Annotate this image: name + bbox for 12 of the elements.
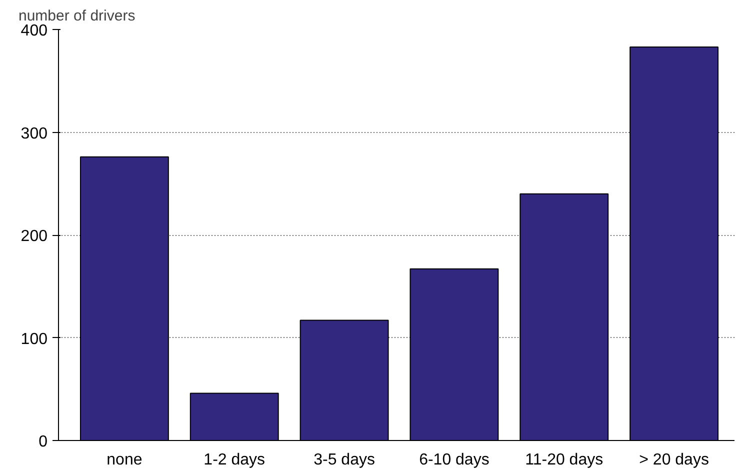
y-tick-label: 0 (38, 434, 48, 450)
x-tick-label: 11-20 days (525, 452, 604, 468)
x-tick-label: 3-5 days (314, 452, 375, 468)
y-tick-label: 200 (20, 228, 48, 245)
y-axis-title: number of drivers (18, 8, 136, 24)
y-tick-label: 100 (20, 330, 48, 348)
x-tick-label: > 20 days (639, 452, 709, 468)
x-tick-label: 6-10 days (419, 452, 490, 468)
x-tick-label: 1-2 days (204, 452, 266, 468)
y-tick-label: 400 (20, 22, 48, 40)
y-tick-label: 300 (20, 125, 48, 142)
x-tick-label: none (106, 452, 142, 468)
